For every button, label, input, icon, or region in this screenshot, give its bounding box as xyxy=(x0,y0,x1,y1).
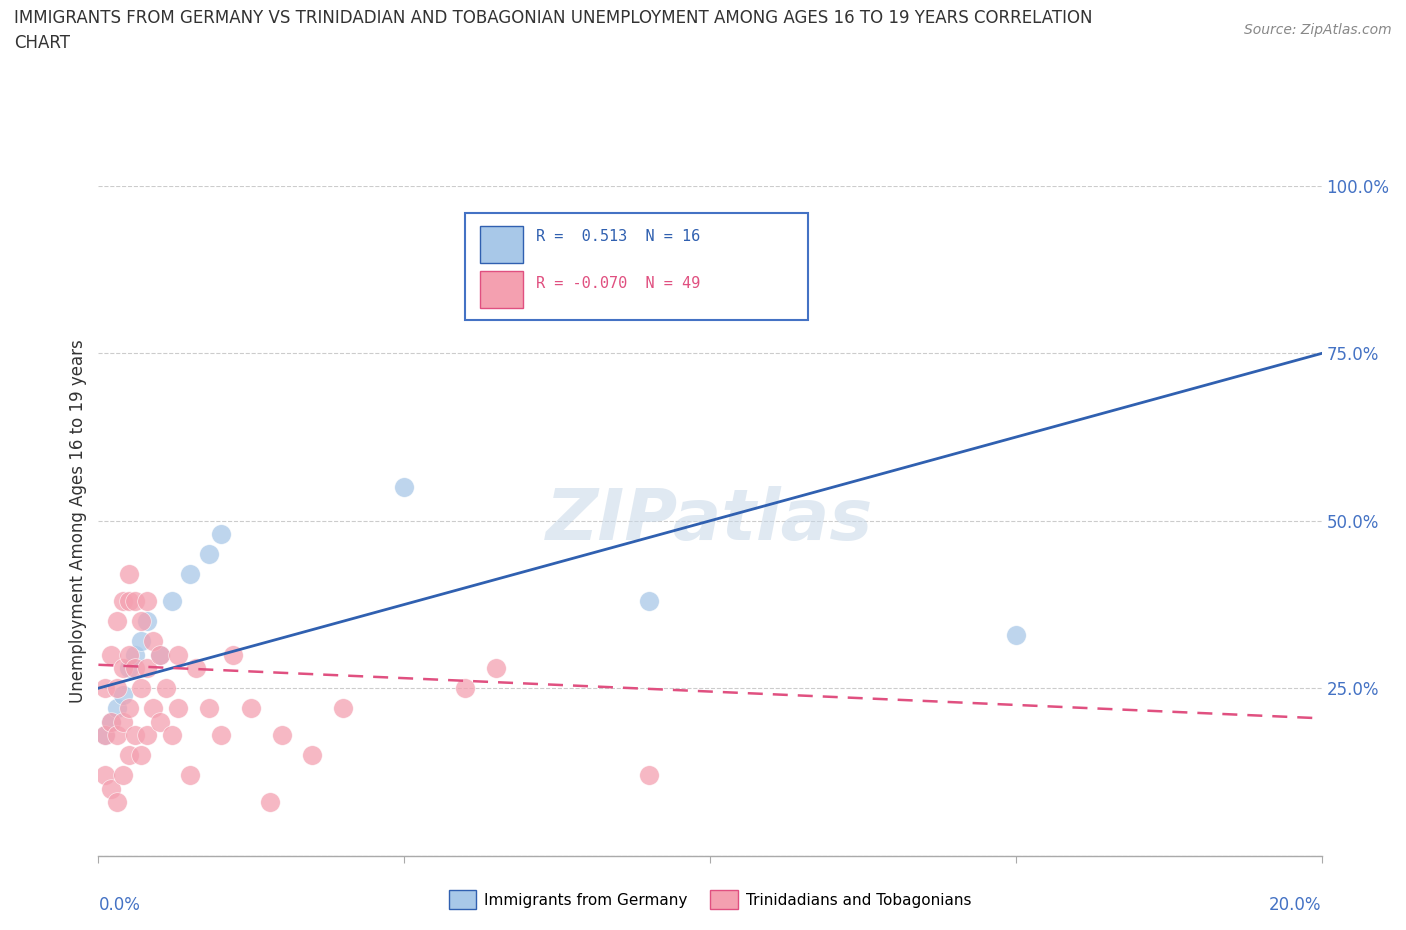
Point xyxy=(111,660,134,675)
Point xyxy=(240,701,263,716)
Point xyxy=(454,681,477,696)
Point xyxy=(118,660,141,675)
Point xyxy=(129,748,152,763)
Point xyxy=(118,593,141,608)
Point xyxy=(1004,627,1026,642)
Point xyxy=(179,567,201,582)
Point xyxy=(209,526,232,541)
Point xyxy=(637,768,661,783)
Y-axis label: Unemployment Among Ages 16 to 19 years: Unemployment Among Ages 16 to 19 years xyxy=(69,339,87,703)
Point xyxy=(637,593,661,608)
Legend: Immigrants from Germany, Trinidadians and Tobagonians: Immigrants from Germany, Trinidadians an… xyxy=(443,884,977,915)
Text: 20.0%: 20.0% xyxy=(1270,896,1322,914)
Point xyxy=(124,727,146,742)
Point xyxy=(142,701,165,716)
Text: 0.0%: 0.0% xyxy=(98,896,141,914)
Point xyxy=(124,660,146,675)
Point xyxy=(100,714,122,729)
Point xyxy=(301,748,323,763)
Point xyxy=(142,634,165,649)
Point xyxy=(100,647,122,662)
FancyBboxPatch shape xyxy=(479,271,523,308)
Point xyxy=(118,701,141,716)
Point xyxy=(105,727,128,742)
FancyBboxPatch shape xyxy=(479,226,523,263)
Point xyxy=(209,727,232,742)
Text: IMMIGRANTS FROM GERMANY VS TRINIDADIAN AND TOBAGONIAN UNEMPLOYMENT AMONG AGES 16: IMMIGRANTS FROM GERMANY VS TRINIDADIAN A… xyxy=(14,9,1092,52)
Text: R = -0.070  N = 49: R = -0.070 N = 49 xyxy=(536,276,700,291)
Point xyxy=(111,714,134,729)
Point xyxy=(111,687,134,702)
Point xyxy=(155,681,177,696)
Point xyxy=(105,681,128,696)
Point xyxy=(149,647,172,662)
Point xyxy=(160,593,183,608)
Point xyxy=(129,634,152,649)
Point xyxy=(100,781,122,796)
Point xyxy=(118,567,141,582)
Point xyxy=(129,681,152,696)
Point xyxy=(259,794,281,809)
Text: ZIPatlas: ZIPatlas xyxy=(547,486,873,555)
Point xyxy=(93,768,115,783)
Point xyxy=(222,647,245,662)
Point xyxy=(124,593,146,608)
Text: R =  0.513  N = 16: R = 0.513 N = 16 xyxy=(536,229,700,244)
Point xyxy=(392,480,416,495)
Point xyxy=(93,727,115,742)
Point xyxy=(197,701,219,716)
Point xyxy=(485,660,508,675)
Point xyxy=(129,614,152,629)
Point xyxy=(197,547,219,562)
Point xyxy=(118,748,141,763)
Point xyxy=(160,727,183,742)
Point xyxy=(136,614,159,629)
Point xyxy=(136,660,159,675)
Point xyxy=(149,714,172,729)
Point xyxy=(105,614,128,629)
Point xyxy=(167,647,190,662)
Point xyxy=(167,701,190,716)
Point xyxy=(186,660,208,675)
Point xyxy=(332,701,354,716)
Point xyxy=(105,701,128,716)
Point xyxy=(149,647,172,662)
Point xyxy=(105,794,128,809)
Point xyxy=(136,593,159,608)
Text: Source: ZipAtlas.com: Source: ZipAtlas.com xyxy=(1244,23,1392,37)
Point xyxy=(124,647,146,662)
Point xyxy=(118,647,141,662)
Point xyxy=(179,768,201,783)
Point xyxy=(93,727,115,742)
FancyBboxPatch shape xyxy=(465,213,808,320)
Point xyxy=(100,714,122,729)
Point xyxy=(111,768,134,783)
Point xyxy=(93,681,115,696)
Point xyxy=(270,727,292,742)
Point xyxy=(111,593,134,608)
Point xyxy=(136,727,159,742)
